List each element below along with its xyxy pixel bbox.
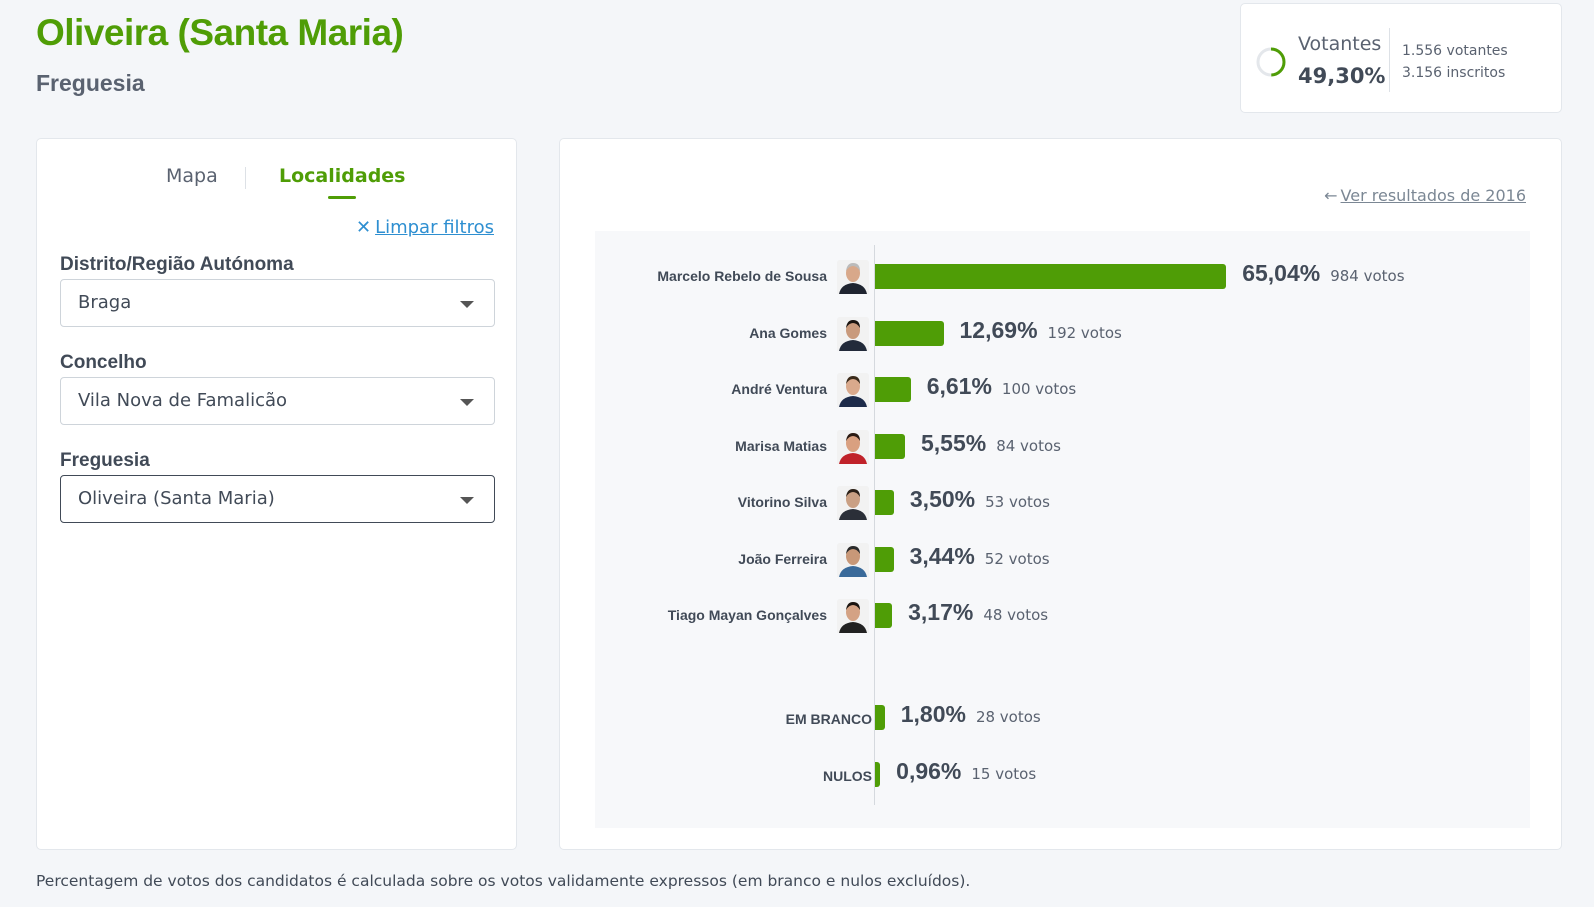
clear-filters-link[interactable]: ✕ Limpar filtros [356, 217, 494, 238]
result-percent: 6,61% [926, 373, 992, 399]
turnout-percent: 49,30% [1298, 64, 1386, 88]
clear-filters-label: Limpar filtros [375, 217, 494, 238]
result-row: João Ferreira 3,44% 52 votos [595, 539, 1530, 579]
registered-count: 3.156 inscritos [1402, 65, 1506, 81]
result-value: 3,50% 53 votos [910, 486, 1050, 513]
result-row: Vitorino Silva 3,50% 53 votos [595, 482, 1530, 522]
page-title: Oliveira (Santa Maria) [36, 12, 404, 53]
result-votes: 192 votos [1047, 323, 1122, 342]
result-value: 5,55% 84 votos [921, 430, 1061, 457]
result-row: Ana Gomes 12,69% 192 votos [595, 313, 1530, 353]
parish-value: Oliveira (Santa Maria) [78, 488, 275, 509]
result-percent: 3,44% [909, 542, 975, 569]
candidate-name: NULOS [823, 767, 872, 784]
result-row: Marcelo Rebelo de Sousa 65,04% 984 votos [595, 256, 1530, 296]
candidate-photo [837, 316, 869, 351]
result-bar [875, 433, 905, 459]
result-bar [875, 603, 893, 628]
result-percent: 3,50% [909, 486, 976, 512]
candidate-name: André Ventura [731, 381, 827, 397]
parish-select[interactable]: Oliveira (Santa Maria) [60, 475, 495, 523]
municipality-select[interactable]: Vila Nova de Famalicão [60, 377, 495, 425]
turnout-ring-icon [1256, 47, 1286, 77]
result-percent: 0,96% [896, 757, 962, 784]
candidate-photo [837, 429, 869, 464]
result-row: Marisa Matias 5,55% 84 votos [595, 426, 1530, 466]
filters-panel: Mapa Localidades ✕ Limpar filtros Distrit… [36, 138, 517, 850]
candidate-name: Ana Gomes [749, 324, 827, 341]
result-value: 6,61% 100 votos [927, 373, 1077, 400]
result-value: 65,04% 984 votos [1242, 260, 1404, 287]
candidate-photo [837, 599, 869, 633]
district-select[interactable]: Braga [60, 279, 495, 327]
result-votes: 28 votos [975, 708, 1041, 726]
result-votes: 15 votos [971, 764, 1037, 783]
candidate-photo [837, 373, 869, 407]
result-bar [875, 490, 894, 515]
chart-axis [874, 245, 875, 805]
result-votes: 48 votos [983, 606, 1049, 624]
result-bar [875, 320, 944, 346]
voters-count: 1.556 votantes [1402, 43, 1508, 59]
result-percent: 65,04% [1242, 260, 1321, 286]
turnout-card: Votantes 49,30% 1.556 votantes 3.156 ins… [1240, 3, 1562, 113]
footnote: Percentagem de votos dos candidatos é ca… [36, 872, 971, 890]
result-row: Tiago Mayan Gonçalves 3,17% 48 votos [595, 595, 1530, 635]
results-chart: Marcelo Rebelo de Sousa 65,04% 984 votos An… [595, 231, 1530, 828]
parish-label: Freguesia [60, 450, 150, 471]
result-votes: 100 votos [1001, 380, 1077, 398]
result-row: EM BRANCO 1,80% 28 votos [595, 699, 1530, 739]
close-icon: ✕ [355, 217, 372, 238]
municipality-value: Vila Nova de Famalicão [78, 390, 288, 411]
candidate-name: Vitorino Silva [737, 494, 827, 510]
result-percent: 1,80% [900, 701, 966, 727]
result-bar [875, 264, 1227, 289]
result-value: 3,17% 48 votos [908, 599, 1048, 626]
municipality-label: Concelho [60, 352, 147, 373]
turnout-label: Votantes [1298, 33, 1382, 55]
caret-down-icon [460, 301, 474, 308]
tab-localidades[interactable]: Localidades [279, 165, 406, 199]
result-bar [875, 705, 885, 730]
candidate-name: João Ferreira [738, 550, 827, 567]
candidate-photo [837, 486, 869, 520]
result-percent: 5,55% [920, 429, 987, 456]
result-row: NULOS 0,96% 15 votos [595, 756, 1530, 796]
result-value: 1,80% 28 votos [901, 701, 1041, 728]
district-value: Braga [78, 292, 132, 313]
result-bar [875, 546, 894, 572]
caret-down-icon [460, 497, 474, 504]
result-row: André Ventura 6,61% 100 votos [595, 369, 1530, 409]
result-value: 0,96% 15 votos [896, 758, 1036, 785]
result-votes: 984 votos [1330, 267, 1405, 285]
result-bar [875, 761, 881, 787]
candidate-name: Marcelo Rebelo de Sousa [657, 268, 827, 284]
candidate-name: Tiago Mayan Gonçalves [667, 607, 827, 623]
divider [1389, 28, 1390, 92]
previous-results-link[interactable]: ← Ver resultados de 2016 [1324, 186, 1526, 205]
candidate-name: Marisa Matias [735, 437, 827, 454]
tab-divider [245, 167, 246, 189]
previous-results-label: Ver resultados de 2016 [1340, 186, 1526, 205]
result-votes: 84 votos [996, 436, 1061, 455]
arrow-left-icon: ← [1324, 186, 1338, 205]
candidate-photo [837, 542, 869, 577]
result-votes: 53 votos [985, 493, 1050, 511]
district-label: Distrito/Região Autónoma [60, 254, 294, 275]
results-panel: ← Ver resultados de 2016 Marcelo Rebelo d… [559, 138, 1562, 850]
result-value: 3,44% 52 votos [910, 543, 1050, 570]
caret-down-icon [460, 399, 474, 406]
result-percent: 3,17% [908, 599, 974, 625]
candidate-photo [837, 260, 869, 294]
result-percent: 12,69% [959, 316, 1038, 343]
tab-mapa[interactable]: Mapa [166, 165, 218, 187]
result-votes: 52 votos [984, 549, 1050, 568]
result-value: 12,69% 192 votos [960, 317, 1122, 344]
candidate-name: EM BRANCO [785, 711, 872, 727]
page-subtitle: Freguesia [36, 70, 145, 96]
result-bar [875, 377, 911, 402]
